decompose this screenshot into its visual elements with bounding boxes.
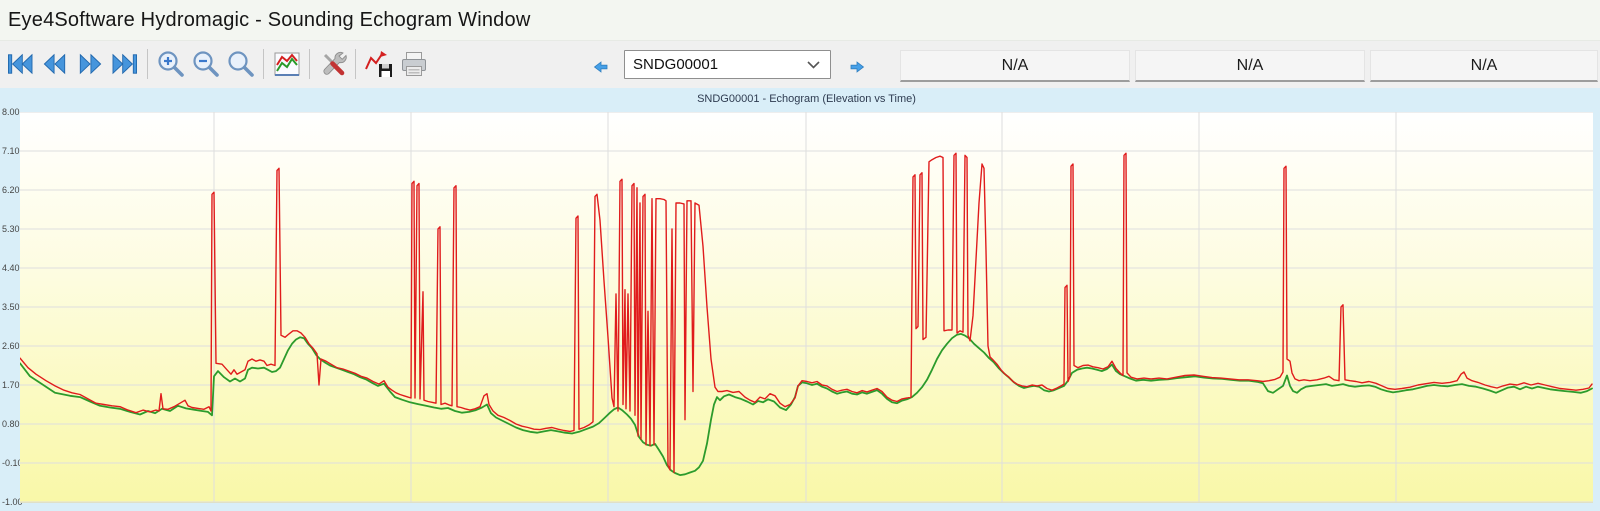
toolbar-separator <box>355 49 356 79</box>
y-axis-tick-label: 7.10 <box>2 146 20 156</box>
next-sounding-arrow-button[interactable] <box>848 61 866 75</box>
last-sounding-button[interactable] <box>107 44 142 84</box>
window-titlebar: Eye4Software Hydromagic - Sounding Echog… <box>0 0 1600 41</box>
last-sounding-icon <box>112 53 137 75</box>
y-axis-tick-label: 4.40 <box>2 263 20 273</box>
y-axis-tick-label: 6.20 <box>2 185 20 195</box>
window-title: Eye4Software Hydromagic - Sounding Echog… <box>8 8 531 31</box>
y-axis-tick-label: 2.60 <box>2 341 20 351</box>
zoom-out-icon <box>192 51 219 77</box>
sounding-select-value: SNDG00001 <box>633 56 719 73</box>
zoom-out-button[interactable] <box>188 44 223 84</box>
settings-button[interactable] <box>315 44 350 84</box>
toolbar-separator <box>263 49 264 79</box>
zoom-in-button[interactable] <box>153 44 188 84</box>
zoom-window-icon <box>227 51 254 77</box>
printer-icon <box>401 52 426 76</box>
toolbar-separator <box>309 49 310 79</box>
zoom-in-icon <box>157 51 184 77</box>
first-sounding-icon <box>7 53 32 75</box>
zoom-window-button[interactable] <box>223 44 258 84</box>
arrow-right-icon <box>850 61 865 73</box>
status-field: N/A <box>900 50 1130 82</box>
echogram-options-button[interactable] <box>269 44 304 84</box>
toolbar-separator <box>147 49 148 79</box>
previous-sounding-arrow-button[interactable] <box>592 61 610 75</box>
status-field: N/A <box>1135 50 1365 82</box>
y-axis-tick-label: -1.00 <box>2 497 23 507</box>
print-button[interactable] <box>396 44 431 84</box>
y-axis-tick-label: 8.00 <box>2 107 20 117</box>
echogram-panel: SNDG00001 - Echogram (Elevation vs Time)… <box>0 88 1600 511</box>
echogram-plot <box>20 112 1593 502</box>
y-axis-tick-label: 1.70 <box>2 380 20 390</box>
previous-sounding-button[interactable] <box>37 44 72 84</box>
y-axis-tick-label: 0.80 <box>2 419 20 429</box>
tools-icon <box>322 51 347 76</box>
previous-sounding-icon <box>43 53 65 75</box>
y-axis-tick-label: -0.10 <box>2 458 23 468</box>
y-axis-tick-label: 5.30 <box>2 224 20 234</box>
first-sounding-button[interactable] <box>2 44 37 84</box>
arrow-left-icon <box>593 61 608 73</box>
export-sounding-button[interactable] <box>361 44 396 84</box>
status-field: N/A <box>1370 50 1598 82</box>
next-sounding-button[interactable] <box>72 44 107 84</box>
next-sounding-icon <box>79 53 101 75</box>
y-axis-tick-label: 3.50 <box>2 302 20 312</box>
export-sounding-icon <box>364 51 392 77</box>
toolbar: SNDG00001 N/A N/A N/A <box>0 41 1600 89</box>
echogram-chart-icon <box>274 52 299 76</box>
sounding-select[interactable]: SNDG00001 <box>624 50 831 79</box>
chart-title: SNDG00001 - Echogram (Elevation vs Time) <box>697 93 916 105</box>
plot-area[interactable] <box>20 112 1593 503</box>
toolbar-icon-group <box>2 41 431 87</box>
chevron-down-icon <box>807 60 820 69</box>
